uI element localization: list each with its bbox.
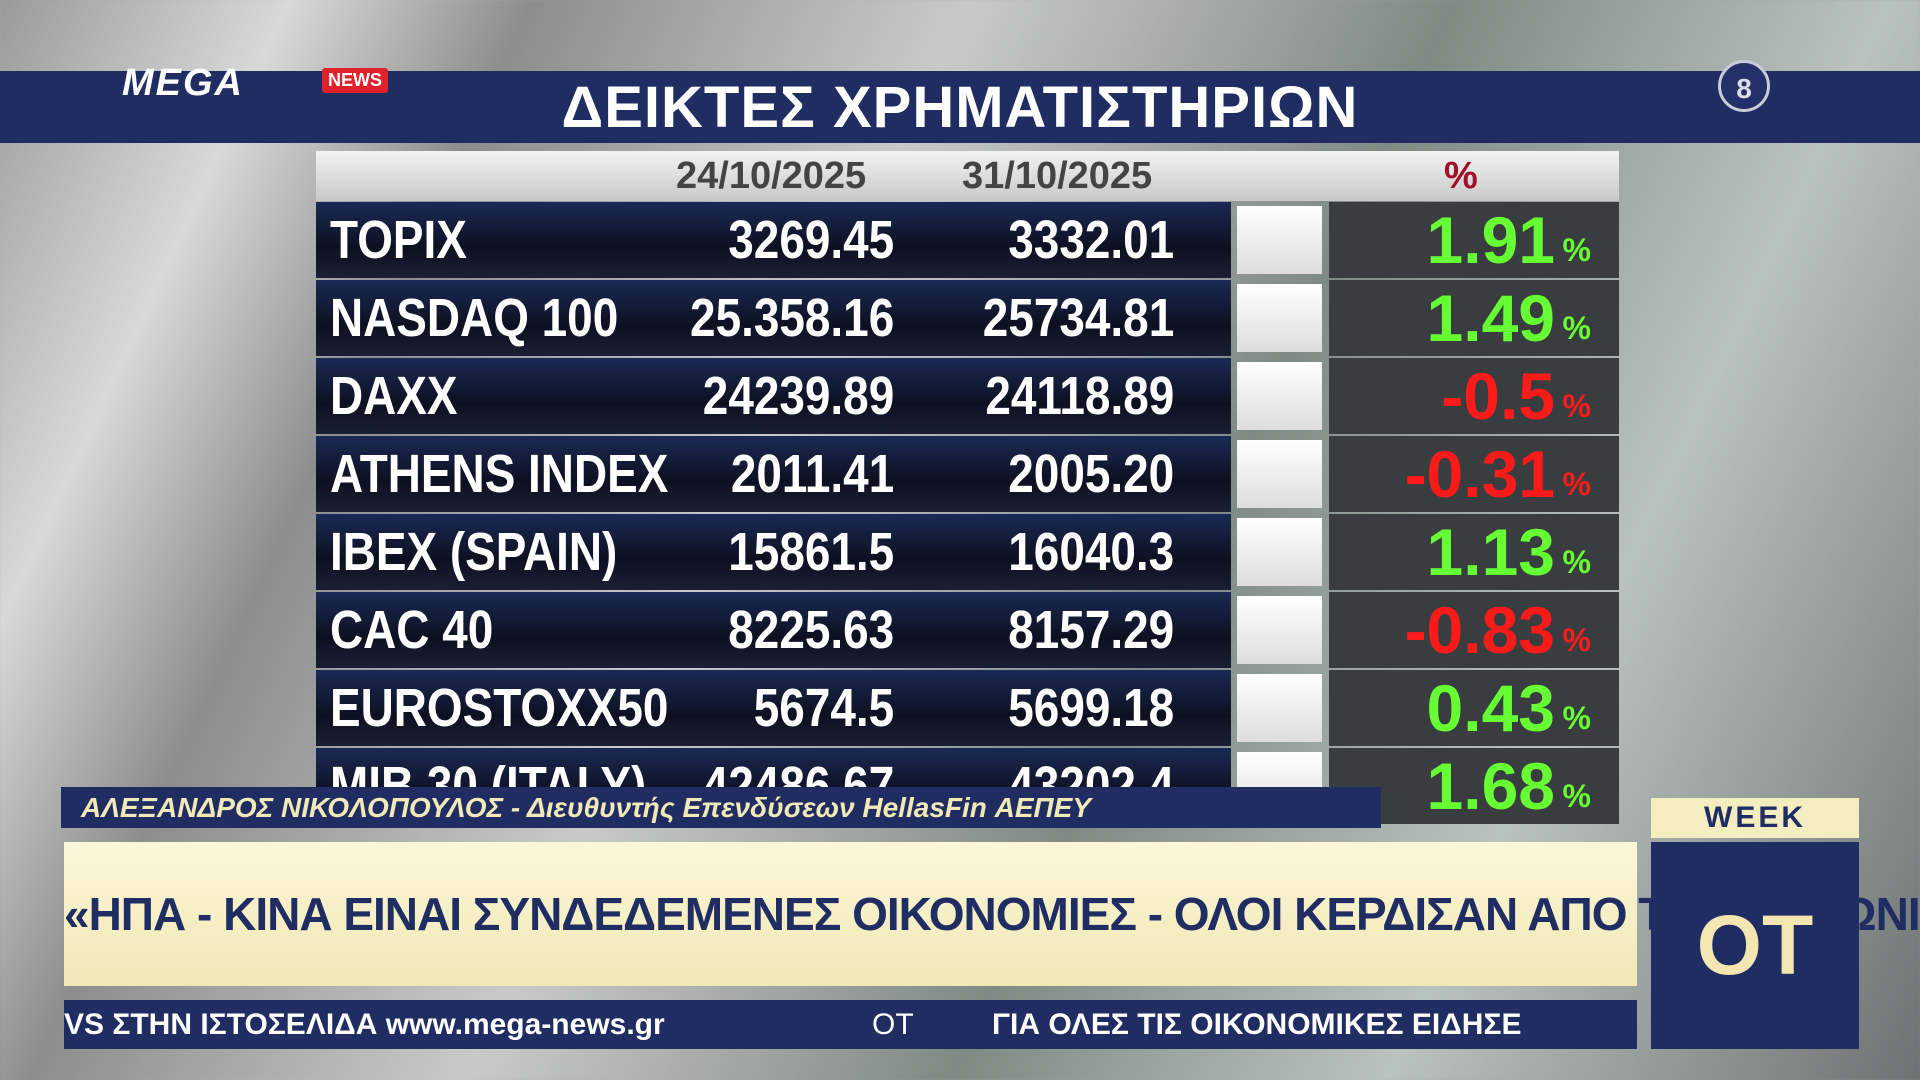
table-header [316,151,1619,201]
percent-unit: % [1562,232,1591,268]
index-name: TOPIX [330,210,467,270]
row-background [316,670,1231,746]
percent-unit: % [1562,700,1591,736]
value-after: 25734.81 [982,288,1174,348]
value-after: 16040.3 [1008,522,1174,582]
ticker: VS ΣΤΗΝ ΙΣΤΟΣΕΛΙΔΑ www.mega-news.gr ΟΤ Γ… [64,1000,1637,1049]
indicator-box [1237,674,1322,742]
indicator-box [1237,518,1322,586]
percent-unit: % [1562,778,1591,814]
percent-background [1329,202,1619,278]
index-name: NASDAQ 100 [330,288,619,348]
percent-background [1329,436,1619,512]
indicator-box [1237,284,1322,352]
percent-change: 1.49 [1426,281,1555,355]
percent-unit: % [1562,544,1591,580]
percent-background [1329,514,1619,590]
table-row: EUROSTOXX50 5674.5 5699.18 0.43% [316,670,1619,746]
table-row: TOPIX 3269.45 3332.01 1.91% [316,202,1619,278]
value-after: 8157.29 [1008,600,1174,660]
row-background [316,280,1231,356]
ticker-text: ΓΙΑ ΟΛΕΣ ΤΙΣ ΟΙΚΟΝΟΜΙΚΕΣ ΕΙΔΗΣΕ [992,1008,1522,1041]
row-background [316,514,1231,590]
index-name: IBEX (SPAIN) [330,522,618,582]
percent-background [1329,592,1619,668]
column-header: 31/10/2025 [962,155,1153,197]
indicator-box [1237,596,1322,664]
percent-unit: % [1562,466,1591,502]
percent-unit: % [1562,622,1591,658]
percent-background [1329,670,1619,746]
column-header: % [1444,155,1478,197]
row-background [316,202,1231,278]
percent-change: -0.5 [1441,359,1555,433]
value-before: 15861.5 [728,522,894,582]
indicator-box [1237,362,1322,430]
title: ΔΕΙΚΤΕΣ ΧΡΗΜΑΤΙΣΤΗΡΙΩΝ [561,75,1359,140]
logo-tag: NEWS [322,68,388,93]
percent-change: 1.68 [1426,749,1555,823]
value-after: 24118.89 [985,366,1174,426]
table-row: IBEX (SPAIN) 15861.5 16040.3 1.13% [316,514,1619,590]
row-background [316,436,1231,512]
index-name: DAXX [330,366,458,426]
channel-badge: 8 [1718,60,1770,112]
headline: «ΗΠΑ - ΚΙΝΑ ΕΙΝΑΙ ΣΥΝΔΕΔΕΜΕΝΕΣ ΟΙΚΟΝΟΜΙΕ… [64,842,1920,986]
indicator-box [1237,206,1322,274]
percent-unit: % [1562,310,1591,346]
percent-change: 1.13 [1426,515,1555,589]
show-badge-top: WEEK [1651,798,1859,838]
table-row: CAC 40 8225.63 8157.29 -0.83% [316,592,1619,668]
show-badge-name: ΟΤ [1651,842,1859,1049]
name-bar: ΑΛΕΞΑΝΔΡΟΣ ΝΙΚΟΛΟΠΟΥΛΟΣ - Διευθυντής Επε… [61,787,1381,828]
value-before: 8225.63 [728,600,894,660]
value-after: 5699.18 [1008,678,1174,738]
value-after: 3332.01 [1008,210,1174,270]
value-before: 3269.45 [728,210,894,270]
value-before: 5674.5 [753,678,894,738]
percent-background [1329,280,1619,356]
row-background [316,592,1231,668]
value-before: 25.358.16 [689,288,894,348]
indicator-box [1237,440,1322,508]
table-row: NASDAQ 100 25.358.16 25734.81 1.49% [316,280,1619,356]
index-name: EUROSTOXX50 [330,678,669,738]
index-name: CAC 40 [330,600,494,660]
percent-change: -0.31 [1404,437,1555,511]
percent-background [1329,358,1619,434]
table-row: ATHENS INDEX 2011.41 2005.20 -0.31% [316,436,1619,512]
column-header: 24/10/2025 [676,155,867,197]
percent-change: 1.91 [1426,203,1555,277]
percent-change: 0.43 [1426,671,1555,745]
ticker-separator: ΟΤ [872,1008,914,1041]
logo: MEGA [122,62,244,104]
row-background [316,358,1231,434]
value-before: 24239.89 [702,366,894,426]
index-name: ATHENS INDEX [330,444,669,504]
percent-change: -0.83 [1404,593,1555,667]
value-before: 2011.41 [730,444,894,504]
ticker-text: VS ΣΤΗΝ ΙΣΤΟΣΕΛΙΔΑ www.mega-news.gr [64,1008,665,1041]
title-bar [0,71,1920,143]
percent-unit: % [1562,388,1591,424]
table-row: DAXX 24239.89 24118.89 -0.5% [316,358,1619,434]
value-after: 2005.20 [1008,444,1174,504]
